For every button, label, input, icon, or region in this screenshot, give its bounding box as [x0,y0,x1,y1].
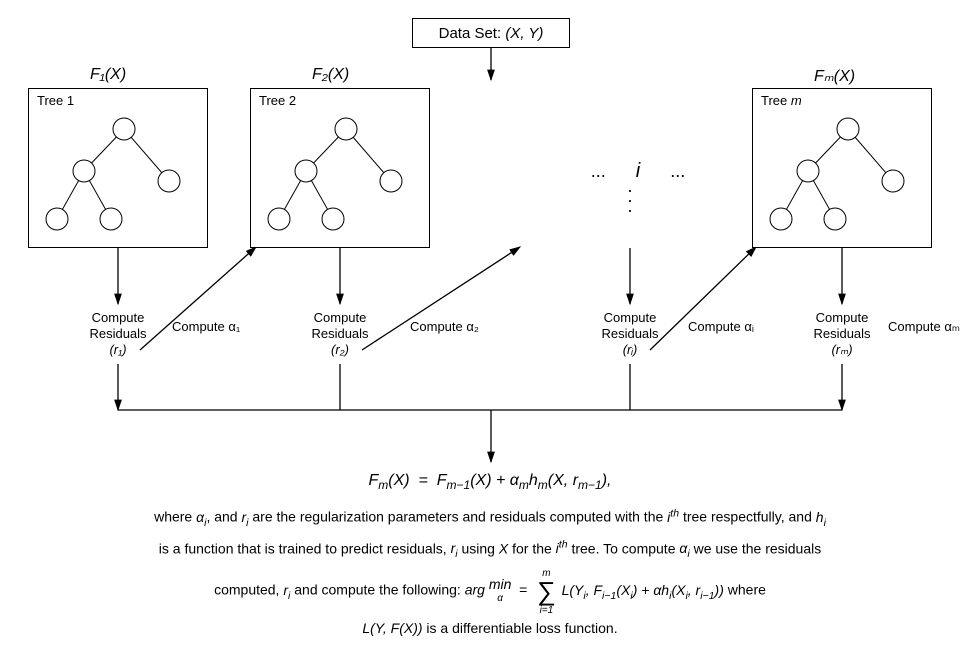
diagram-canvas: Data Set: (X, Y) F₁(X) F₂(X) Fₘ(X) Tree … [10,10,951,641]
formula-block: Fm(X) = Fm−1(X) + αmhm(X, rm−1), where α… [90,470,890,639]
fn-label-m: Fₘ(X) [814,66,855,86]
alpha-label-2: Compute α₂ [410,319,479,334]
formula-main: Fm(X) = Fm−1(X) + αmhm(X, rm−1), [90,470,890,496]
alpha-label-i: Compute αᵢ [688,319,754,334]
fn-label-2: F₂(X) [312,66,349,84]
tree-svg-2 [251,109,431,249]
formula-line-4: L(Y, F(X)) is a differentiable loss func… [90,617,890,639]
dataset-box: Data Set: (X, Y) [412,18,570,48]
formula-line-2: is a function that is trained to predict… [90,534,890,565]
ellipsis-row: ... i ... [528,160,748,183]
tree-title-2: Tree 2 [259,93,296,108]
tree-title-1: Tree 1 [37,93,74,108]
vertical-dots: ··· [624,185,636,215]
tree-box-1: Tree 1 [28,88,208,248]
tree-box-m: Tree m [752,88,932,248]
fn-label-1: F₁(X) [90,66,126,84]
tree-box-2: Tree 2 [250,88,430,248]
tree-svg-m [753,109,933,249]
formula-line-3: computed, ri and compute the following: … [90,565,890,617]
alpha-label-m: Compute αₘ [888,319,960,335]
tree-svg-1 [29,109,209,249]
dataset-label: Data Set: (X, Y) [439,25,544,42]
tree-title-m: Tree m [761,93,802,108]
compute-residuals-m: Compute Residuals (rₘ) [802,310,882,358]
compute-residuals-1: Compute Residuals (r₁) [78,310,158,358]
compute-residuals-i: Compute Residuals (rᵢ) [590,310,670,358]
compute-residuals-2: Compute Residuals (r₂) [300,310,380,358]
formula-line-1: where αi, and ri are the regularization … [90,502,890,533]
alpha-label-1: Compute α₁ [172,319,240,334]
